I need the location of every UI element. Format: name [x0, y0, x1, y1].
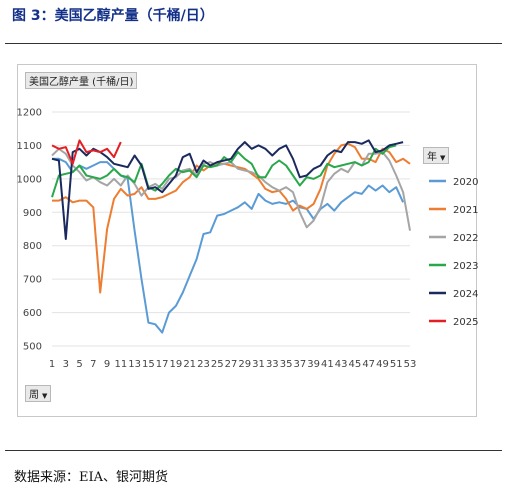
field-button[interactable]: 美国乙醇产量 (千桶/日) — [25, 72, 138, 89]
legend-label-2025: 2025 — [453, 317, 478, 328]
series-line-2023 — [51, 144, 397, 198]
x-tick-label: 15 — [142, 359, 155, 370]
x-tick-label: 13 — [128, 359, 141, 370]
series-line-2024 — [51, 139, 404, 240]
y-tick-label: 600 — [23, 308, 42, 319]
field-button-label: 美国乙醇产量 (千桶/日) — [29, 77, 134, 88]
x-tick-label: 39 — [307, 359, 320, 370]
filter-dropdown-icon: ▼ — [440, 154, 446, 162]
x-tick-label: 51 — [390, 359, 403, 370]
x-tick-label: 43 — [335, 359, 348, 370]
x-tick-label: 19 — [170, 359, 183, 370]
x-tick-label: 53 — [404, 359, 417, 370]
x-tick-label: 7 — [90, 359, 96, 370]
x-tick-label: 27 — [225, 359, 238, 370]
x-tick-label: 33 — [266, 359, 279, 370]
y-tick-label: 1000 — [17, 174, 42, 185]
x-tick-label: 49 — [376, 359, 389, 370]
y-tick-label: 1200 — [17, 108, 42, 119]
source-note: 数据来源：EIA、银河期货 — [14, 470, 169, 485]
x-tick-label: 29 — [238, 359, 251, 370]
series-line-2020 — [52, 157, 405, 334]
y-tick-label: 500 — [23, 342, 42, 353]
x-tick-label: 31 — [252, 359, 265, 370]
legend-label-2024: 2024 — [453, 289, 478, 300]
bottom-rule — [5, 450, 502, 451]
x-tick-label: 23 — [197, 359, 210, 370]
x-tick-label: 47 — [362, 359, 375, 370]
x-tick-label: 25 — [211, 359, 224, 370]
y-tick-label: 1100 — [17, 141, 42, 152]
x-tick-label: 5 — [76, 359, 82, 370]
x-tick-label: 21 — [183, 359, 196, 370]
axis-dropdown-icon: ▼ — [42, 392, 48, 400]
x-tick-label: 37 — [293, 359, 306, 370]
figure-title: 图 3：美国乙醇产量（千桶/日） — [12, 8, 214, 24]
y-tick-label: 800 — [23, 241, 42, 252]
legend-label-2023: 2023 — [453, 261, 478, 272]
series-line-2021 — [52, 142, 411, 294]
x-tick-label: 11 — [114, 359, 127, 370]
y-tick-label: 700 — [23, 275, 42, 286]
x-tick-label: 1 — [49, 359, 55, 370]
chart-frame: 美国乙醇产量 (千桶/日) 年 ▼ 周 ▼ — [17, 64, 477, 417]
legend-filter-label: 年 — [427, 152, 437, 163]
series-line-2025 — [51, 139, 122, 165]
axis-filter-label: 周 — [29, 390, 39, 401]
x-tick-label: 41 — [321, 359, 334, 370]
x-tick-label: 45 — [349, 359, 362, 370]
legend-label-2020: 2020 — [453, 177, 478, 188]
x-tick-label: 17 — [156, 359, 169, 370]
x-tick-label: 9 — [104, 359, 110, 370]
legend-filter-button[interactable]: 年 ▼ — [423, 147, 450, 164]
legend-label-2021: 2021 — [453, 205, 478, 216]
x-tick-label: 35 — [280, 359, 293, 370]
legend-label-2022: 2022 — [453, 233, 478, 244]
top-rule — [5, 43, 502, 44]
y-tick-label: 900 — [23, 208, 42, 219]
axis-filter-button[interactable]: 周 ▼ — [25, 385, 52, 402]
x-tick-label: 3 — [63, 359, 69, 370]
